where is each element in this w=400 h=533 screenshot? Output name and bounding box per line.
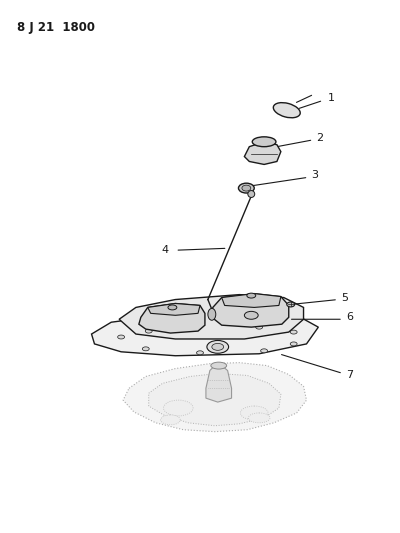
Ellipse shape [168, 305, 177, 310]
Ellipse shape [248, 413, 270, 423]
Ellipse shape [142, 347, 149, 351]
Polygon shape [222, 294, 281, 308]
Ellipse shape [238, 183, 254, 193]
Polygon shape [139, 303, 205, 333]
Ellipse shape [247, 293, 256, 298]
Ellipse shape [244, 311, 258, 319]
Ellipse shape [207, 341, 228, 353]
Ellipse shape [261, 349, 268, 353]
Text: 3: 3 [312, 170, 318, 180]
Ellipse shape [273, 103, 300, 118]
Polygon shape [119, 295, 304, 339]
Ellipse shape [256, 325, 263, 329]
Ellipse shape [287, 302, 295, 307]
Polygon shape [244, 142, 281, 165]
Ellipse shape [248, 191, 255, 197]
Ellipse shape [240, 406, 268, 420]
Ellipse shape [145, 329, 152, 333]
Ellipse shape [252, 137, 276, 147]
Ellipse shape [212, 343, 224, 350]
Ellipse shape [182, 325, 189, 329]
Ellipse shape [208, 309, 216, 320]
Polygon shape [212, 294, 289, 327]
Polygon shape [149, 374, 281, 426]
Text: 4: 4 [161, 245, 168, 255]
Polygon shape [148, 303, 200, 316]
Ellipse shape [196, 351, 204, 355]
Text: 7: 7 [346, 370, 353, 381]
Ellipse shape [290, 330, 297, 334]
Ellipse shape [118, 335, 124, 339]
Ellipse shape [164, 400, 193, 416]
Ellipse shape [160, 415, 180, 425]
Polygon shape [123, 362, 306, 432]
Ellipse shape [290, 342, 297, 346]
Ellipse shape [242, 185, 251, 191]
Polygon shape [92, 312, 318, 356]
Text: 1: 1 [328, 93, 335, 103]
Polygon shape [206, 366, 232, 402]
Ellipse shape [211, 362, 227, 369]
Text: 6: 6 [346, 312, 353, 322]
Text: 2: 2 [316, 133, 324, 143]
Text: 8 J 21  1800: 8 J 21 1800 [16, 21, 94, 35]
Text: 5: 5 [341, 293, 348, 303]
